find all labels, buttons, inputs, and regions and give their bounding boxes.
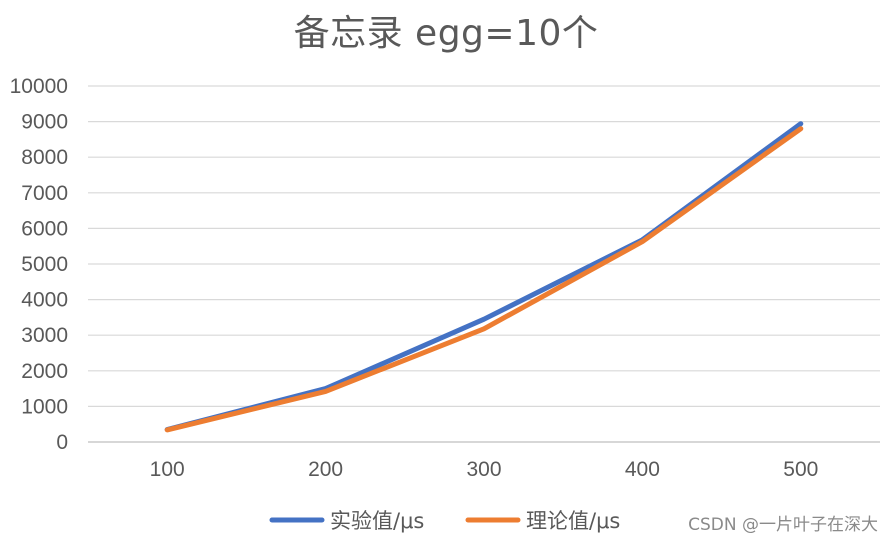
x-tick-label: 300 xyxy=(466,458,501,481)
x-tick-label: 200 xyxy=(308,458,343,481)
y-tick-label: 7000 xyxy=(21,182,68,205)
y-tick-label: 2000 xyxy=(21,360,68,383)
y-tick-label: 5000 xyxy=(21,253,68,276)
y-tick-label: 9000 xyxy=(21,111,68,134)
y-tick-label: 1000 xyxy=(21,395,68,418)
y-tick-label: 0 xyxy=(56,431,68,454)
chart-title: 备忘录 egg=10个 xyxy=(293,13,599,54)
watermark: CSDN @一片叶子在深大 xyxy=(688,515,878,535)
legend-label-2: 理论值/μs xyxy=(526,509,620,533)
x-tick-label: 400 xyxy=(625,458,660,481)
series-line-2 xyxy=(164,126,804,433)
series-line-1 xyxy=(164,121,804,432)
x-tick-label: 500 xyxy=(783,458,818,481)
x-tick-label: 100 xyxy=(150,458,185,481)
y-tick-label: 8000 xyxy=(21,146,68,169)
y-tick-label: 10000 xyxy=(10,75,68,98)
y-tick-label: 4000 xyxy=(21,289,68,312)
legend-label-1: 实验值/μs xyxy=(330,509,424,533)
y-tick-label: 6000 xyxy=(21,217,68,240)
y-tick-label: 3000 xyxy=(21,324,68,347)
